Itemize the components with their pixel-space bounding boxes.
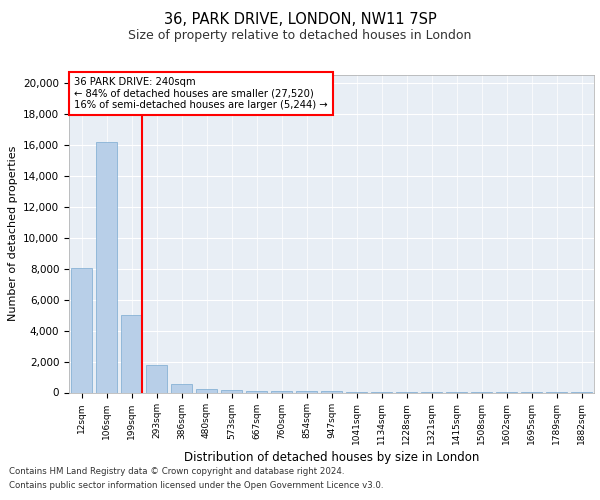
Bar (271, 391, 292, 392)
Bar (221, 390, 242, 392)
Bar (121, 315, 142, 392)
Y-axis label: Number of detached properties: Number of detached properties (8, 146, 17, 322)
Bar (71, 268, 92, 392)
Text: Contains public sector information licensed under the Open Government Licence v3: Contains public sector information licen… (9, 481, 383, 490)
Bar (146, 366, 167, 392)
Text: 36, PARK DRIVE, LONDON, NW11 7SP: 36, PARK DRIVE, LONDON, NW11 7SP (164, 12, 436, 28)
Text: 36 PARK DRIVE: 240sqm
← 84% of detached houses are smaller (27,520)
16% of semi-: 36 PARK DRIVE: 240sqm ← 84% of detached … (74, 76, 328, 110)
Bar (246, 391, 267, 392)
Bar (196, 388, 217, 392)
Bar (171, 384, 192, 392)
Text: Size of property relative to detached houses in London: Size of property relative to detached ho… (128, 29, 472, 42)
Bar (96, 142, 117, 392)
X-axis label: Distribution of detached houses by size in London: Distribution of detached houses by size … (184, 452, 479, 464)
Text: Contains HM Land Registry data © Crown copyright and database right 2024.: Contains HM Land Registry data © Crown c… (9, 467, 344, 476)
